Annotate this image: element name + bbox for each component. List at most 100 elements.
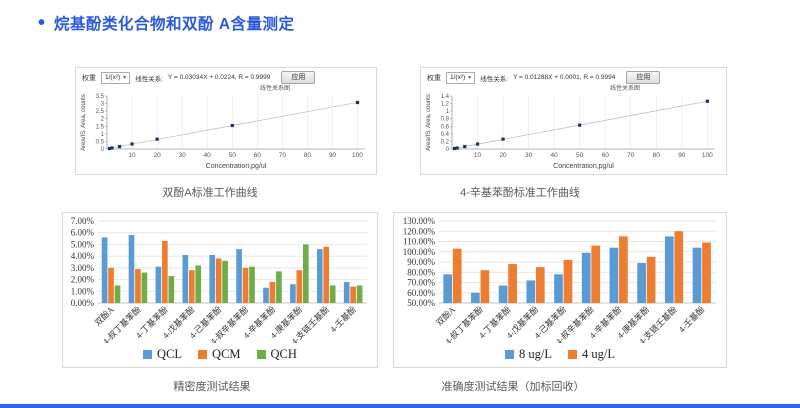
- weight-label: 权重: [427, 74, 441, 82]
- svg-text:20: 20: [499, 152, 507, 159]
- svg-text:70: 70: [279, 152, 287, 159]
- svg-text:1.2: 1.2: [441, 102, 450, 108]
- legend-item: 4 ug/L: [568, 347, 615, 362]
- svg-text:Concentration,pg/ul: Concentration,pg/ul: [206, 163, 267, 170]
- svg-text:60: 60: [254, 152, 262, 159]
- svg-text:0.6: 0.6: [441, 124, 450, 130]
- svg-text:7.00%: 7.00%: [71, 216, 95, 226]
- chevron-down-icon: ▾: [468, 75, 472, 81]
- svg-text:双酚A: 双酚A: [434, 304, 458, 328]
- accuracy-legend: 8 ug/L 4 ug/L: [396, 343, 724, 365]
- svg-text:0.4: 0.4: [441, 132, 450, 138]
- legend-item: QCL: [143, 347, 182, 362]
- svg-text:10: 10: [474, 152, 482, 159]
- svg-text:Area/IS. Area, counts: Area/IS. Area, counts: [81, 94, 87, 151]
- svg-text:80.00%: 80.00%: [407, 267, 435, 277]
- relation-label: 线性关系:: [480, 75, 508, 83]
- curve-toolbar: 权重 1/(x²) ▾ 线性关系: Y = 0.03034X + 0.0224,…: [76, 68, 376, 85]
- legend-swatch: [505, 349, 515, 359]
- svg-text:40: 40: [551, 152, 559, 159]
- legend-label: 8 ug/L: [519, 346, 552, 361]
- svg-text:4.00%: 4.00%: [71, 251, 95, 261]
- svg-text:40: 40: [204, 152, 212, 159]
- svg-text:3.00%: 3.00%: [71, 263, 95, 273]
- accuracy-chart-panel: 50.00% 60.00% 70.00% 80.00% 90.00% 100.00% 110…: [393, 212, 727, 368]
- footer-accent-bar: [0, 404, 800, 408]
- linear-relation-tag: 线性关系图: [609, 86, 640, 92]
- legend-label: 4 ug/L: [582, 346, 615, 361]
- svg-text:Area/IS. Area, counts: Area/IS. Area, counts: [426, 94, 432, 151]
- apply-button[interactable]: 应用: [626, 71, 661, 84]
- precision-chart-panel: 0.00% 1.00% 2.00% 3.00% 4.00% 5.00% 6.00% 7.00%…: [62, 212, 378, 368]
- svg-text:130.00%: 130.00%: [403, 216, 436, 226]
- equation-text: Y = 0.01288X + 0.0001, R = 0.9994: [513, 74, 616, 81]
- svg-text:1.00%: 1.00%: [71, 286, 95, 296]
- svg-text:30: 30: [525, 152, 533, 159]
- svg-text:70.00%: 70.00%: [407, 278, 435, 288]
- svg-text:3: 3: [101, 102, 105, 108]
- chart-caption: 精密度测试结果: [173, 381, 251, 393]
- svg-text:Concentration,pg/ul: Concentration,pg/ul: [553, 163, 614, 170]
- weight-select-value: 1/(x²): [105, 74, 121, 81]
- svg-text:90.00%: 90.00%: [407, 257, 435, 267]
- scatter-chart-octylphenol: 10 20 30 40 50 60 70 80 90 100 0 0.20.4 0.60.8 11.2 1.…: [426, 94, 715, 170]
- legend-label: QCL: [157, 346, 183, 361]
- legend-swatch: [143, 349, 153, 359]
- svg-text:100: 100: [702, 152, 713, 159]
- relation-label: 线性关系:: [135, 75, 163, 83]
- svg-text:50: 50: [576, 152, 584, 159]
- svg-text:110.00%: 110.00%: [403, 237, 435, 247]
- svg-text:50: 50: [229, 152, 237, 159]
- chart-caption: 准确度测试结果（加标回收）: [441, 381, 585, 393]
- svg-text:1: 1: [446, 109, 450, 115]
- svg-text:60.00%: 60.00%: [407, 288, 435, 298]
- precision-bar-chart: 0.00% 1.00%2.00% 3.00% 4.00% 5.00%6.00% 7.00%…: [71, 216, 367, 343]
- legend-swatch: [198, 349, 208, 359]
- precision-legend: QCL QCM QCH: [65, 343, 375, 365]
- svg-text:70: 70: [627, 152, 635, 159]
- svg-text:3.5: 3.5: [96, 94, 105, 100]
- page-title-row: • 烷基酚类化合物和双酚 A含量测定: [38, 12, 295, 34]
- svg-text:双酚A: 双酚A: [92, 304, 116, 328]
- legend-item: QCH: [256, 347, 297, 362]
- svg-text:10: 10: [128, 152, 136, 159]
- svg-text:100.00%: 100.00%: [403, 247, 436, 257]
- svg-text:90: 90: [678, 152, 686, 159]
- svg-text:2: 2: [101, 117, 105, 123]
- svg-text:20: 20: [153, 152, 161, 159]
- svg-text:100: 100: [352, 152, 363, 159]
- chart-caption: 4-辛基苯酚标准工作曲线: [460, 187, 580, 199]
- chevron-down-icon: ▾: [123, 75, 127, 81]
- legend-label: QCM: [212, 346, 241, 361]
- bullet-icon: •: [38, 12, 46, 34]
- svg-text:60: 60: [602, 152, 610, 159]
- svg-text:80: 80: [304, 152, 312, 159]
- svg-text:0.8: 0.8: [441, 117, 450, 123]
- curve-toolbar: 权重 1/(x²) ▾ 线性关系: Y = 0.01288X + 0.0001,…: [421, 68, 726, 85]
- weight-select[interactable]: 1/(x²) ▾: [101, 71, 131, 84]
- legend-item: QCM: [198, 346, 241, 362]
- page-title: 烷基酚类化合物和双酚 A含量测定: [54, 16, 295, 33]
- weight-select[interactable]: 1/(x²) ▾: [446, 71, 476, 84]
- svg-text:4-壬基酚: 4-壬基酚: [328, 304, 358, 334]
- svg-text:80: 80: [653, 152, 661, 159]
- svg-text:1: 1: [101, 132, 105, 138]
- weight-select-value: 1/(x²): [450, 74, 466, 81]
- svg-text:6.00%: 6.00%: [71, 228, 95, 238]
- apply-button[interactable]: 应用: [281, 71, 316, 84]
- svg-text:0: 0: [101, 147, 105, 153]
- svg-text:4-壬基酚: 4-壬基酚: [676, 304, 706, 334]
- svg-text:5.00%: 5.00%: [71, 239, 95, 249]
- equation-text: Y = 0.03034X + 0.0224, R = 0.9999: [168, 74, 271, 81]
- svg-text:0.5: 0.5: [96, 139, 105, 145]
- svg-text:1.4: 1.4: [441, 94, 450, 100]
- svg-text:50.00%: 50.00%: [407, 298, 435, 308]
- chart-caption: 双酚A标准工作曲线: [162, 187, 258, 199]
- scatter-chart-bpa: 10 20 30 40 50 60 70 80 90 100 0 0.51 1.52 2.53 3.5 Con…: [81, 94, 365, 170]
- legend-item: 8 ug/L: [505, 347, 552, 362]
- svg-text:2.5: 2.5: [96, 109, 105, 115]
- calibration-panel-octylphenol: 权重 1/(x²) ▾ 线性关系: Y = 0.01288X + 0.0001,…: [420, 67, 727, 175]
- svg-text:0: 0: [446, 147, 450, 153]
- weight-label: 权重: [82, 74, 96, 82]
